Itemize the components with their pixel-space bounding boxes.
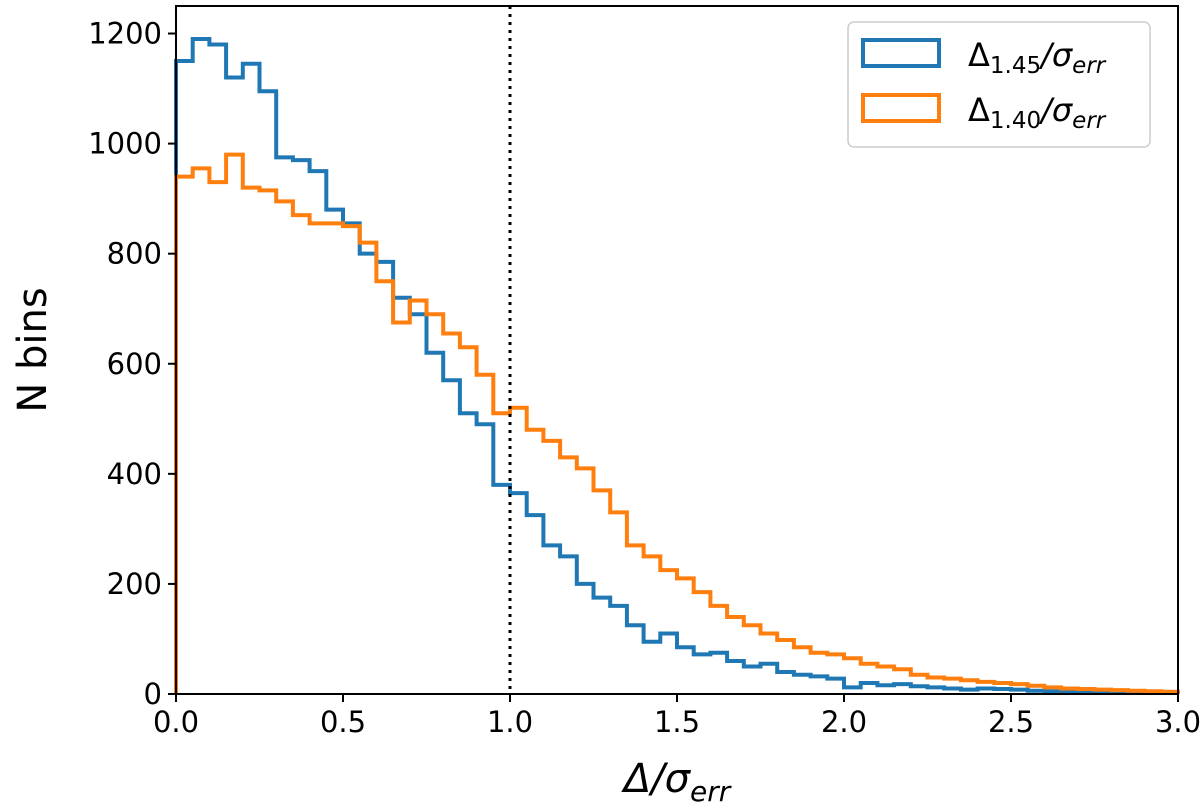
x-tick-label: 2.5 — [988, 705, 1034, 739]
x-tick-label: 0.0 — [153, 705, 199, 739]
y-tick-label: 400 — [107, 457, 162, 491]
legend-label-2: Δ1.40/σerr — [968, 91, 1107, 134]
y-axis-label: N bins — [10, 287, 56, 412]
x-tick-label: 2.0 — [821, 705, 867, 739]
y-tick-label: 600 — [107, 347, 162, 381]
x-tick-label: 1.5 — [654, 705, 700, 739]
y-tick-label: 1000 — [88, 127, 162, 161]
y-tick-label: 1200 — [88, 17, 162, 51]
axes: 0.0 0.5 1.0 1.5 2.0 2.5 3.0 0 200 400 600 800 1000 12… — [88, 5, 1200, 739]
legend-swatch-2 — [861, 93, 941, 123]
series-line-2 — [174, 152, 1180, 694]
y-tick-label: 0 — [144, 677, 162, 711]
legend-box — [847, 21, 1151, 148]
legend: Δ1.45/σerr Δ1.40/σerr — [847, 21, 1151, 148]
legend-swatch-1 — [861, 38, 941, 68]
x-tick-label: 0.5 — [320, 705, 366, 739]
x-axis-label: Δ/σerr — [621, 756, 732, 808]
y-tick-label: 800 — [107, 237, 162, 271]
x-tick-label: 3.0 — [1155, 705, 1200, 739]
plot-area — [174, 6, 1180, 695]
legend-label-1: Δ1.45/σerr — [968, 36, 1107, 79]
series-line-1 — [174, 37, 1180, 695]
x-tick-label: 1.0 — [487, 705, 533, 739]
axis-labels: N bins Δ/σerr — [10, 287, 732, 808]
y-tick-label: 200 — [107, 567, 162, 601]
